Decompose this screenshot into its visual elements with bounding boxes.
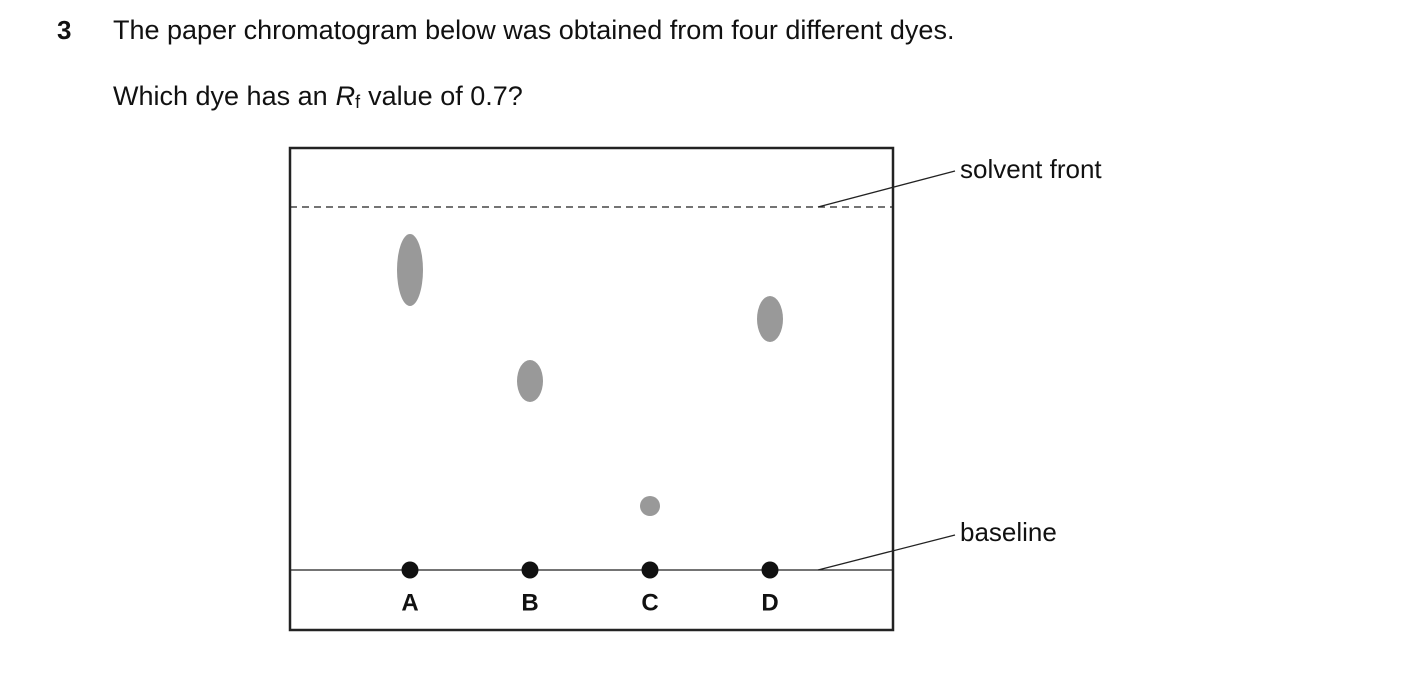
- dye-spot: [517, 360, 543, 402]
- start-dot: [641, 561, 659, 579]
- prompt-before: Which dye has an: [113, 81, 328, 111]
- dye-label: B: [521, 589, 538, 616]
- dye-label: A: [401, 589, 418, 616]
- start-dot: [401, 561, 419, 579]
- dye-label: C: [641, 589, 658, 616]
- solvent-front-label: solvent front: [960, 154, 1102, 184]
- dye-spot: [640, 496, 660, 516]
- paper: [288, 146, 895, 632]
- leader-line: [817, 534, 956, 571]
- start-dot: [521, 561, 539, 579]
- question-number: 3: [57, 15, 71, 45]
- dye-spot: [397, 234, 423, 306]
- leader-line: [817, 170, 956, 208]
- dye-spot: [757, 296, 783, 342]
- question-stem: The paper chromatogram below was obtaine…: [113, 15, 954, 45]
- baseline-label: baseline: [960, 517, 1057, 547]
- start-dot: [761, 561, 779, 579]
- prompt-after: value of 0.7?: [368, 81, 523, 111]
- rf-subscript: f: [355, 92, 361, 112]
- question-prompt: Which dye has an Rf value of 0.7?: [113, 81, 523, 112]
- dye-label: D: [761, 589, 778, 616]
- rf-symbol: R: [336, 81, 356, 111]
